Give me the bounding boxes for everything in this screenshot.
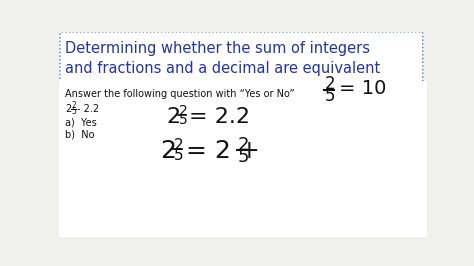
Text: Determining whether the sum of integers: Determining whether the sum of integers [65,41,371,56]
Text: 5: 5 [325,87,336,105]
FancyBboxPatch shape [59,81,427,237]
Text: 2: 2 [174,138,183,153]
Text: - 2.2: - 2.2 [77,104,99,114]
Text: b)  No: b) No [65,129,95,139]
Text: 5: 5 [71,107,76,116]
Text: 2: 2 [237,136,249,154]
Text: a)  Yes: a) Yes [65,118,97,128]
Text: = 10: = 10 [339,79,386,98]
Text: 2: 2 [179,104,187,118]
Text: 5: 5 [174,148,183,163]
Text: = 2 +: = 2 + [186,139,260,163]
Text: 2: 2 [325,75,336,93]
FancyBboxPatch shape [60,32,423,83]
Text: 2: 2 [166,107,180,127]
Text: 2: 2 [160,139,176,163]
Text: 5: 5 [179,114,187,127]
Text: 2: 2 [65,104,72,114]
Text: and fractions and a decimal are equivalent: and fractions and a decimal are equivale… [65,61,381,76]
Text: = 2.2: = 2.2 [190,107,250,127]
Text: 2: 2 [71,101,76,110]
Text: 5: 5 [237,148,249,167]
Text: Answer the following question with “Yes or No”: Answer the following question with “Yes … [65,89,295,98]
